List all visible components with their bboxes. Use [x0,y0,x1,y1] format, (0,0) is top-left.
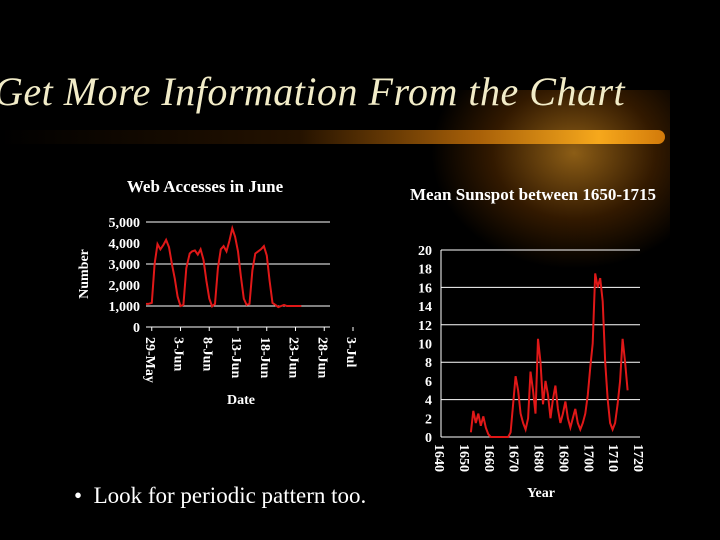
chart2-y-tick-label: 0 [425,431,432,446]
chart1-series-line [146,224,302,309]
chart2-x-tick-label: 1650 [456,444,471,472]
chart2-y-tick-label: 14 [418,300,432,315]
chart1-x-ticks: 29-May 3-Jun 8-Jun 13-Jun 18-Jun 23-Jun 28-Jun… [142,327,358,383]
chart2-y-tick-label: 16 [418,281,432,296]
chart1-title: Web Accesses in June [127,177,284,196]
chart2-y-tick-label: 8 [425,356,432,371]
chart2-y-tick-label: 20 [418,244,432,259]
chart2-y-tick-label: 2 [425,412,432,427]
chart2-y-tick-label: 12 [418,319,432,334]
bullet-item: • Look for periodic pattern too. [74,483,366,509]
background-glow [430,90,670,270]
chart1-x-tick-label: 8-Jun [199,337,214,371]
chart2-series-line [469,273,629,438]
chart1-y-tick-label: 1,000 [109,300,141,315]
chart2-x-tick-label: 1640 [431,444,446,472]
chart1-x-tick-label: 13-Jun [228,337,243,378]
title-underline-bar [0,130,665,144]
chart1-xlabel: Date [227,393,255,408]
chart2-x-tick-label: 1720 [630,444,645,472]
bullet-marker: • [74,483,83,508]
chart2-x-tick-label: 1670 [506,444,521,472]
chart1-x-tick-label: 3-Jul [343,337,358,367]
chart2-y-tick-label: 4 [425,394,432,409]
chart1-x-tick-label: 23-Jun [286,337,301,378]
chart1-y-tick-label: 4,000 [109,237,141,252]
chart2-x-tick-label: 1710 [605,444,620,472]
chart2-x-tick-label: 1700 [580,444,595,472]
chart1-ylabel: Number [77,249,92,299]
chart1-y-tick-label: 2,000 [109,279,141,294]
bullet-text: Look for periodic pattern too. [93,483,367,508]
chart2-y-tick-label: 18 [418,263,432,278]
chart1-x-tick-label: 3-Jun [171,337,186,371]
chart1-y-tick-label: 3,000 [109,258,141,273]
slide-title: Get More Information From the Chart [0,69,626,114]
chart2-y-tick-label: 10 [418,338,432,353]
chart2-x-tick-label: 1660 [481,444,496,472]
chart2-title: Mean Sunspot between 1650-1715 [410,185,656,204]
chart2-x-ticks: 1640 1650 1660 1670 1680 1690 1700 1710 1720 [431,444,645,472]
chart2-x-tick-label: 1690 [555,444,570,472]
chart2-x-tick-label: 1680 [531,444,546,472]
chart1-y-ticks: 5,000 4,000 3,000 2,000 1,000 0 [109,216,141,336]
chart2-gridlines [440,249,640,438]
chart1-x-tick-label: 28-Jun [314,337,329,378]
chart2-xlabel: Year [527,486,555,501]
chart1-y-tick-label: 0 [133,321,140,336]
chart1-y-tick-label: 5,000 [109,216,141,231]
chart2-y-tick-label: 6 [425,375,432,390]
chart1-x-tick-label: 29-May [142,337,157,383]
chart1-x-tick-label: 18-Jun [257,337,272,378]
